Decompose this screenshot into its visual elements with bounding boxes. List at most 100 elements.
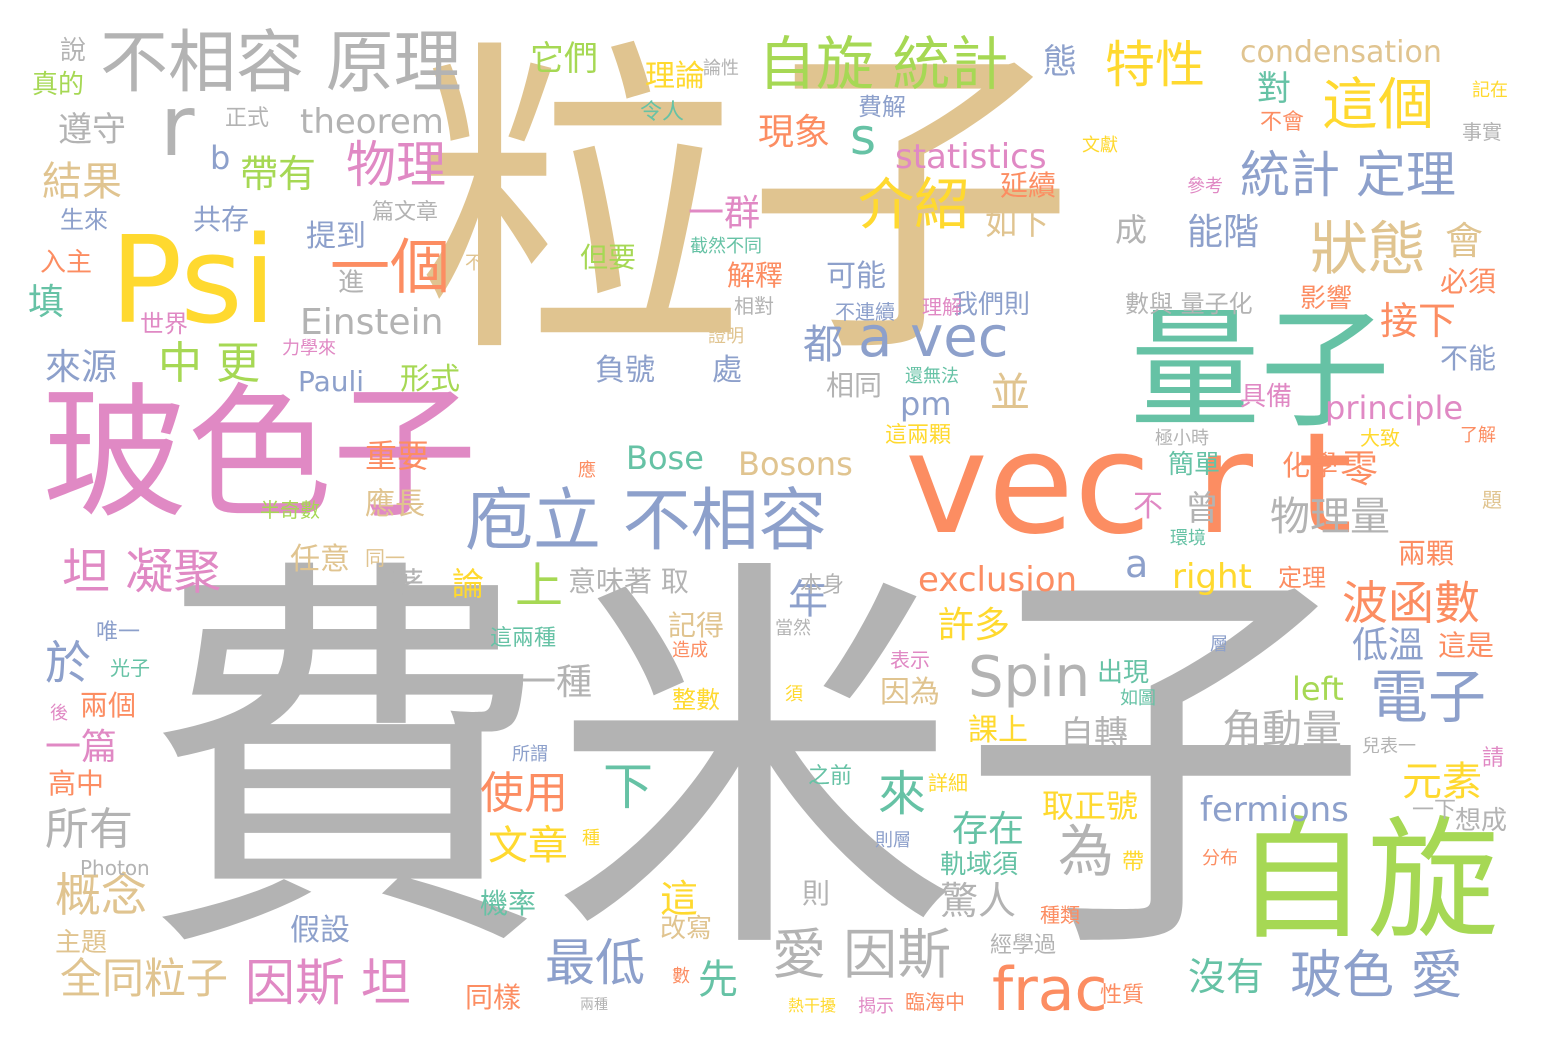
word: 坦 凝聚 — [62, 544, 222, 600]
word: Bosons — [738, 445, 853, 483]
word: 存在 — [952, 809, 1025, 850]
word: 態 — [1043, 42, 1077, 82]
word: 最低 — [545, 934, 645, 992]
word: right — [1172, 557, 1252, 597]
word: 具備 — [1240, 382, 1293, 412]
word: 極小時 — [1155, 428, 1209, 449]
word: 這是 — [1438, 629, 1495, 662]
word: 不 — [1133, 489, 1163, 524]
word: 形式 — [400, 362, 460, 397]
word: 於 — [45, 636, 91, 690]
word: 說 — [60, 36, 87, 66]
word: 假設 — [290, 913, 350, 948]
word: 任意 — [290, 542, 350, 577]
word: 截然不同 — [690, 236, 762, 257]
word: 費米子 — [140, 526, 1370, 1004]
word: 種 — [582, 828, 600, 849]
word: 相對 — [734, 294, 774, 318]
word: Einstein — [300, 302, 444, 343]
word: 一篇 — [45, 727, 118, 768]
word: Spin — [968, 645, 1091, 710]
word: 同一 — [365, 546, 405, 570]
word: 它們 — [530, 39, 598, 79]
word: 想成 — [1455, 806, 1508, 836]
word: 庖立 不相容 — [465, 482, 827, 561]
word: 證明 — [708, 326, 744, 347]
word: 數與 量子化 — [1125, 290, 1253, 318]
word: 文獻 — [1082, 135, 1118, 156]
word: 所有 — [45, 804, 133, 855]
word: Pauli — [298, 365, 365, 398]
word: 來 — [878, 766, 927, 822]
word: 中 更 — [158, 338, 260, 389]
word: 這兩顆 — [885, 423, 952, 448]
word: 本身 — [800, 573, 845, 598]
word: 結果 — [42, 159, 122, 205]
word: 概念 — [55, 868, 147, 922]
word: 曾 — [1185, 489, 1219, 529]
word: 論 — [452, 565, 485, 603]
word: 沒有 — [1188, 955, 1265, 999]
word: 唯一 — [96, 620, 141, 645]
word: 改寫 — [660, 914, 713, 944]
word: 記得 — [668, 609, 725, 642]
word: 自旋 統計 — [758, 30, 1009, 98]
word: 請 — [1482, 746, 1505, 771]
word: 帶有 — [240, 152, 317, 196]
word: 兩種 — [580, 997, 608, 1013]
word: Bose — [626, 439, 704, 477]
word: 分布 — [1202, 848, 1238, 869]
word: 熱干擾 — [788, 996, 837, 1015]
word: 電子 — [1370, 663, 1487, 731]
word: 因斯 坦 — [245, 954, 411, 1012]
word: 種類 — [1040, 903, 1080, 927]
word: 全同粒子 — [60, 954, 229, 1003]
word: 提到 — [306, 219, 366, 254]
word: 半奇數 — [260, 498, 320, 522]
word: 入主 — [40, 248, 93, 278]
word: 重要 — [365, 437, 430, 475]
word: 共存 — [193, 203, 250, 236]
word: 論性 — [703, 58, 739, 79]
word: 詳細 — [928, 771, 968, 795]
word: 化學 — [1282, 449, 1339, 482]
word: 如下 — [985, 204, 1050, 242]
word: 來源 — [45, 347, 118, 388]
word: 事實 — [1462, 120, 1502, 144]
word: 進 — [338, 268, 365, 298]
word: 能階 — [1187, 212, 1260, 253]
word: 都 — [803, 322, 843, 368]
word: 篇文章 — [372, 200, 439, 225]
word: 參考 — [1187, 176, 1223, 197]
word: 必須 — [1440, 265, 1497, 298]
word: 當然 — [775, 618, 811, 639]
word: 兩顆 — [1398, 537, 1455, 570]
word: 介紹 — [858, 173, 970, 238]
word: 我們則 — [952, 290, 1031, 320]
word: 題 — [1482, 488, 1502, 512]
word: 文章 — [488, 823, 568, 869]
word: 影響 — [1300, 284, 1353, 314]
word: 年 — [788, 577, 828, 623]
word: 遵守 — [58, 110, 126, 150]
word: 力學來 — [282, 338, 336, 359]
word: 一個 — [330, 233, 450, 303]
word: 使用 — [480, 768, 568, 819]
word: Photon — [80, 856, 150, 880]
word: 兒表一 — [1362, 736, 1416, 757]
word: 造成 — [672, 640, 708, 661]
word: 現象 — [758, 112, 831, 153]
word: 上 — [515, 558, 564, 614]
word: 相同 — [826, 369, 883, 402]
word: b — [210, 139, 231, 177]
word: 波函數 — [1342, 576, 1480, 630]
word: fermions — [1200, 790, 1349, 830]
word: 正式 — [225, 106, 270, 131]
word: 揭示 — [858, 996, 894, 1017]
word: 理論 — [645, 59, 705, 94]
word: 粒子 — [415, 13, 1075, 397]
word: 簡單 — [1168, 450, 1221, 480]
word: 表示 — [890, 648, 930, 672]
word: 生來 — [60, 206, 108, 234]
word: 但要 — [580, 241, 637, 274]
